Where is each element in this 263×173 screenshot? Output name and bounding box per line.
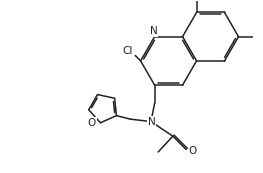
Text: O: O <box>88 118 96 128</box>
Text: O: O <box>188 147 196 156</box>
Text: Cl: Cl <box>123 46 133 56</box>
Text: N: N <box>148 117 155 127</box>
Text: N: N <box>149 26 157 36</box>
